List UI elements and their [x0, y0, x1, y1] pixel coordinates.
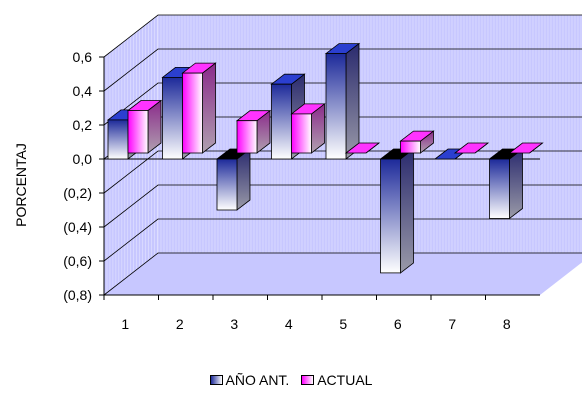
y-tick-label: (0,2): [63, 185, 92, 201]
chart-walls: [103, 15, 582, 295]
tick-labels: (0,8) (0,6) (0,4) (0,2) 0,0 0,2 0,4 0,6 1 2 3 4 5 6 7 8: [63, 49, 511, 332]
legend-swatch-series-2: [301, 375, 315, 385]
legend-item-series-2: ACTUAL: [301, 372, 372, 388]
y-axis-label: PORCENTAJ: [13, 143, 29, 227]
x-tick-label: 4: [285, 316, 293, 332]
x-tick-label: 3: [230, 316, 238, 332]
legend-swatch-series-1: [209, 375, 223, 385]
legend-label-series-2: ACTUAL: [317, 372, 373, 388]
legend-label-series-1: AÑO ANT.: [225, 372, 290, 388]
gridline: [103, 14, 582, 58]
x-tick-label: 8: [503, 316, 511, 332]
x-tick-label: 7: [448, 316, 456, 332]
gridline: [103, 218, 582, 262]
bar-series-2: [453, 142, 490, 154]
legend-item-series-1: AÑO ANT.: [209, 372, 290, 388]
y-tick-label: 0,4: [73, 83, 93, 99]
y-tick-label: (0,4): [63, 219, 92, 235]
y-tick-label: 0,6: [73, 49, 93, 65]
bar-series-2: [290, 103, 326, 154]
bar-series-2: [344, 142, 381, 154]
bar-series-1: [215, 148, 252, 211]
back-wall: [158, 15, 582, 253]
y-tick-label: (0,8): [63, 287, 92, 303]
bar-series-1: [488, 148, 524, 220]
gridline: [103, 252, 582, 296]
x-tick-label: 1: [121, 316, 129, 332]
bar-series-2: [181, 62, 217, 154]
gridline: [103, 48, 582, 92]
gridline: [103, 184, 582, 228]
bars: [106, 42, 544, 274]
y-tick-label: 0,0: [73, 151, 93, 167]
bar-series-1: [379, 148, 415, 274]
legend: AÑO ANT. ACTUAL: [0, 372, 582, 388]
bar-series-2: [126, 99, 163, 154]
bar-series-1: [324, 42, 361, 160]
x-tick-label: 6: [394, 316, 402, 332]
x-tick-label: 2: [176, 316, 184, 332]
bar-series-2: [508, 142, 544, 154]
bar-series-2: [399, 130, 435, 154]
bar-series-2: [235, 109, 272, 154]
x-tick-label: 5: [339, 316, 347, 332]
y-tick-label: 0,2: [73, 117, 93, 133]
y-tick-label: (0,6): [63, 253, 92, 269]
floor: [104, 253, 582, 295]
